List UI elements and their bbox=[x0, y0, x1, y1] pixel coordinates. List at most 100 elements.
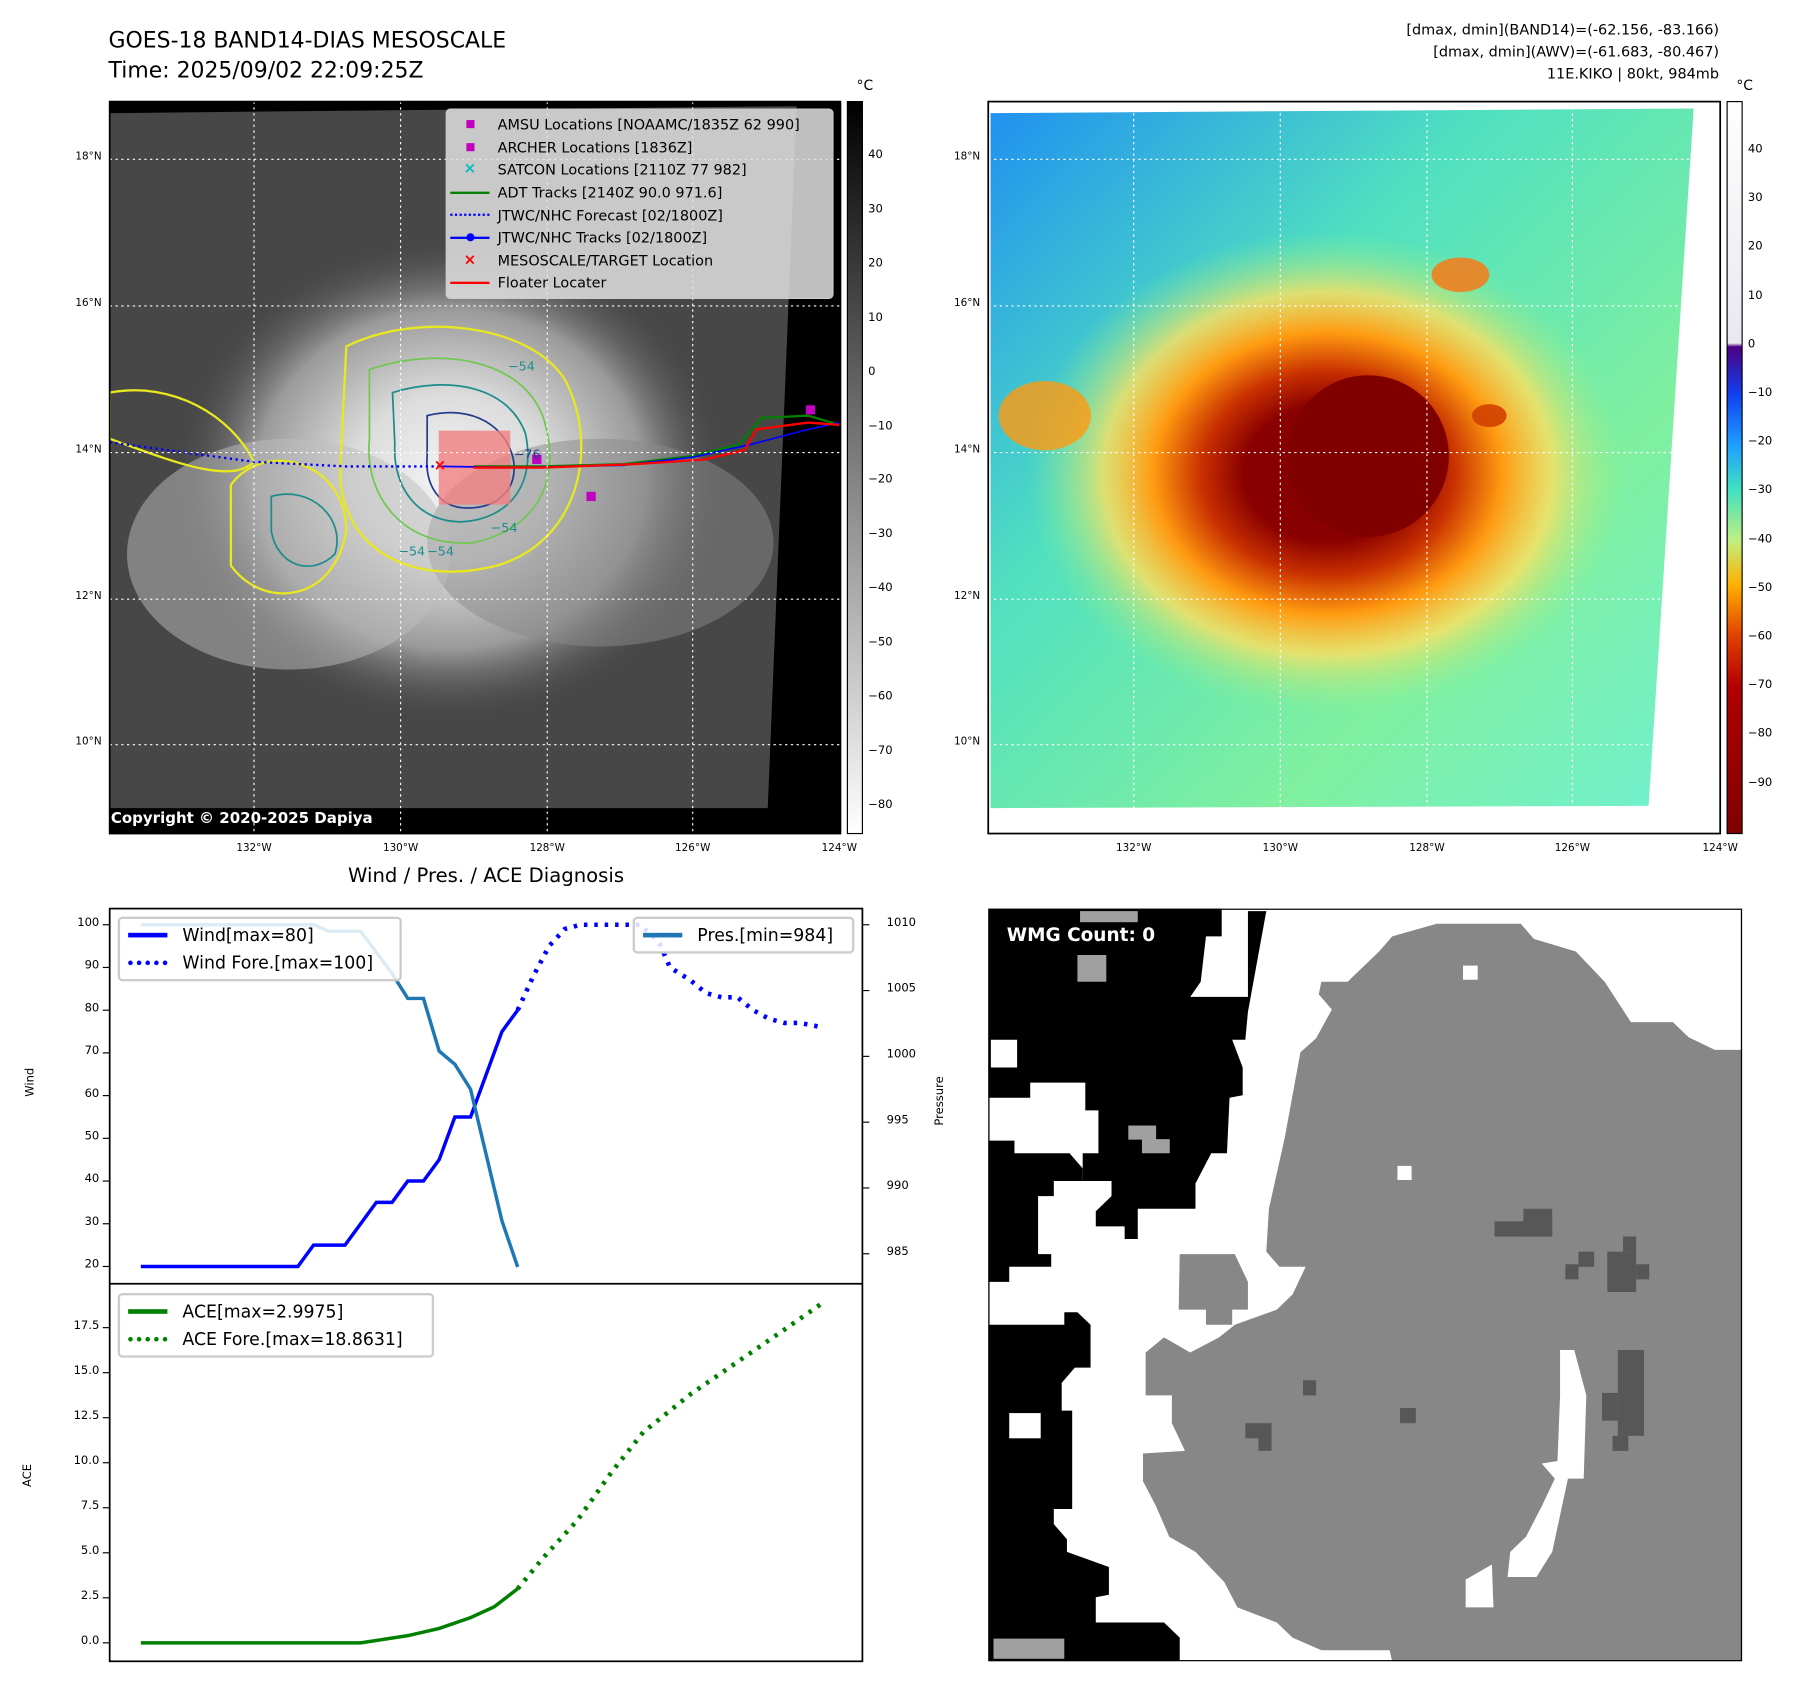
legend-label: ACE Fore.[max=18.8631] bbox=[182, 1328, 403, 1350]
lon-tick-label: 132°W bbox=[1116, 842, 1152, 855]
legend-label: MESOSCALE/TARGET Location bbox=[497, 251, 714, 269]
left-colorbar bbox=[846, 101, 863, 835]
wind-tick-label: 80 bbox=[84, 1002, 100, 1015]
legend-label: SATCON Locations [2110Z 77 982] bbox=[497, 161, 747, 179]
colorbar-tick-label: 20 bbox=[1747, 240, 1763, 254]
legend-item: × MESOSCALE/TARGET Location bbox=[447, 249, 833, 272]
square-symbol-icon bbox=[447, 143, 493, 152]
figure-time: Time: 2025/09/02 22:09:25Z bbox=[108, 57, 424, 84]
legend-item: ADT Tracks [2140Z 90.0 971.6] bbox=[447, 181, 833, 204]
lat-tick-label: 14°N bbox=[953, 444, 981, 457]
colorbar-tick-label: 40 bbox=[1747, 143, 1763, 156]
colorbar-tick-label: −90 bbox=[1747, 776, 1773, 790]
floater-track bbox=[473, 421, 840, 469]
colorbar-tick-label: 10 bbox=[1747, 289, 1763, 303]
amsu-marker bbox=[805, 405, 816, 415]
pressure-tick-label: 985 bbox=[886, 1245, 909, 1259]
amsu-marker bbox=[586, 491, 596, 502]
contour-label: −54 bbox=[398, 543, 426, 559]
legend-label: Floater Locater bbox=[497, 274, 607, 292]
lon-tick-label: 128°W bbox=[529, 842, 565, 855]
colorbar-tick-label: −30 bbox=[1747, 484, 1773, 497]
legend-label: JTWC/NHC Tracks [02/1800Z] bbox=[497, 228, 708, 247]
line-symbol-icon bbox=[447, 281, 493, 284]
line-symbol-icon bbox=[447, 191, 493, 194]
legend-item: ACE[max=2.9975] bbox=[120, 1298, 432, 1326]
colorbar-tick-label: −50 bbox=[1747, 581, 1773, 595]
pressure-tick-label: 1000 bbox=[886, 1048, 917, 1061]
wind-legend: Wind[max=80] Wind Fore.[max=100] bbox=[117, 916, 402, 982]
ace-tick-label: 17.5 bbox=[73, 1319, 100, 1333]
wind-tick-label: 50 bbox=[84, 1130, 100, 1143]
wmg-count-label: WMG Count: 0 bbox=[1006, 923, 1156, 946]
solid-line-icon bbox=[120, 1309, 175, 1314]
lat-tick-label: 14°N bbox=[75, 444, 102, 457]
legend-item: JTWC/NHC Tracks [02/1800Z] bbox=[447, 226, 833, 249]
ace-tick-label: 5.0 bbox=[80, 1544, 100, 1558]
legend-label: Wind[max=80] bbox=[182, 924, 314, 946]
legend-label: ACE[max=2.9975] bbox=[182, 1301, 344, 1322]
map-legend: AMSU Locations [NOAAMC/1835Z 62 990] ARCH… bbox=[445, 108, 834, 299]
lon-tick-label: 130°W bbox=[1262, 842, 1298, 855]
colorbar-tick-label: 0 bbox=[868, 365, 876, 379]
colorbar-tick-label: −20 bbox=[1747, 435, 1773, 449]
stats-line-3: 11E.KIKO | 80kt, 984mb bbox=[1546, 64, 1720, 82]
legend-item: AMSU Locations [NOAAMC/1835Z 62 990] bbox=[447, 113, 833, 136]
colorbar-tick-label: −80 bbox=[1747, 727, 1773, 741]
wmg-panel bbox=[988, 908, 1743, 1662]
wind-tick-label: 60 bbox=[84, 1087, 100, 1101]
colorbar-tick-label: −30 bbox=[868, 527, 893, 541]
ace-tick-label: 15.0 bbox=[73, 1364, 100, 1378]
colorbar-tick-label: 30 bbox=[868, 203, 883, 216]
colorbar-tick-label: −20 bbox=[868, 473, 893, 487]
contour-label: −76 bbox=[513, 446, 541, 462]
lon-tick-label: 128°W bbox=[1409, 842, 1445, 855]
colorbar-tick-label: 20 bbox=[868, 257, 883, 270]
x-symbol-icon: × bbox=[463, 251, 477, 269]
colorbar-tick-label: −60 bbox=[1747, 630, 1773, 644]
legend-label: AMSU Locations [NOAAMC/1835Z 62 990] bbox=[497, 115, 800, 134]
stats-line-1: [dmax, dmin](BAND14)=(-62.156, -83.166) bbox=[1406, 20, 1720, 39]
dotted-symbol-icon bbox=[447, 213, 493, 217]
lon-tick-label: 126°W bbox=[675, 842, 711, 855]
lon-tick-label: 126°W bbox=[1554, 842, 1591, 855]
figure-title: GOES-18 BAND14-DIAS MESOSCALE bbox=[108, 27, 507, 54]
lon-tick-label: 132°W bbox=[236, 842, 272, 855]
archer-marker bbox=[532, 454, 542, 465]
legend-item: Pres.[min=984] bbox=[635, 921, 852, 949]
pressure-tick-label: 1010 bbox=[886, 916, 917, 930]
legend-item: Wind[max=80] bbox=[120, 921, 399, 949]
legend-item: JTWC/NHC Forecast [02/1800Z] bbox=[447, 204, 833, 227]
lat-tick-label: 12°N bbox=[953, 591, 981, 603]
dotted-line-icon bbox=[120, 1336, 175, 1342]
colorbar-tick-label: 0 bbox=[1747, 338, 1756, 351]
wind-axis-label: Wind bbox=[24, 1067, 37, 1097]
legend-label: Pres.[min=984] bbox=[697, 924, 834, 946]
legend-label: Wind Fore.[max=100] bbox=[182, 952, 374, 974]
wind-tick-label: 90 bbox=[84, 959, 100, 973]
line-dot-symbol-icon bbox=[447, 232, 493, 242]
contour-label: −54 bbox=[490, 520, 518, 536]
diagnosis-axes bbox=[108, 907, 864, 1663]
colorbar-tick-label: −50 bbox=[868, 636, 893, 649]
chart-title: Wind / Pres. / ACE Diagnosis bbox=[348, 864, 625, 888]
lon-tick-label: 124°W bbox=[821, 842, 857, 855]
left-colorbar-unit: °C bbox=[856, 77, 874, 94]
lat-tick-label: 10°N bbox=[953, 736, 981, 749]
pressure-tick-label: 1005 bbox=[886, 982, 917, 996]
ace-legend: ACE[max=2.9975] ACE Fore.[max=18.8631] bbox=[117, 1293, 435, 1358]
colorbar-tick-label: −60 bbox=[868, 690, 893, 704]
x-symbol-icon: × bbox=[463, 161, 477, 179]
ace-line bbox=[140, 1587, 519, 1645]
right-colorbar bbox=[1726, 101, 1743, 835]
lat-tick-label: 12°N bbox=[75, 591, 102, 603]
legend-item: ACE Fore.[max=18.8631] bbox=[120, 1325, 432, 1353]
ace-tick-label: 12.5 bbox=[73, 1409, 100, 1423]
colorbar-tick-label: −40 bbox=[868, 582, 893, 595]
contour-label: −54 bbox=[507, 359, 535, 375]
lat-tick-label: 18°N bbox=[953, 151, 981, 163]
wind-tick-label: 70 bbox=[84, 1044, 100, 1058]
ace-tick-label: 2.5 bbox=[80, 1589, 100, 1603]
wind-tick-label: 100 bbox=[77, 916, 100, 930]
